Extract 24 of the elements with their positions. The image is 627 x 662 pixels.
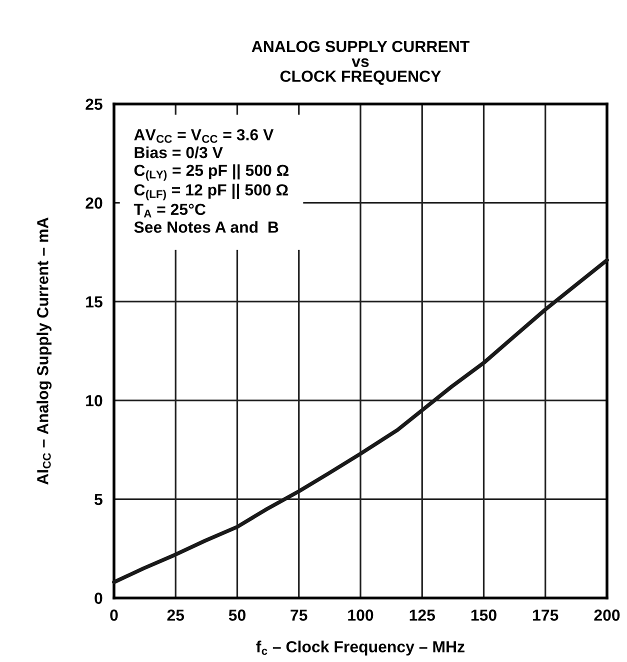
annotation: C$_{(LF)}$ = 12 pF || 500 Ω: [134, 184, 288, 200]
annotation: T$_{A}$ = 25°C: [134, 204, 206, 218]
annotation: See Notes A and B: [134, 221, 278, 233]
x-tick-label: 0: [110, 610, 118, 621]
annotation: Bias = 0/3 V: [134, 146, 223, 158]
x-tick-label: 200: [594, 610, 620, 621]
y-tick-label: 25: [86, 98, 102, 110]
x-tick-label: 175: [533, 610, 558, 621]
y-tick-label: 0: [94, 592, 102, 604]
y-tick-label: 15: [86, 296, 102, 308]
x-tick-label: 100: [348, 610, 374, 621]
x-tick-label: 150: [471, 610, 496, 621]
x-tick-label: 50: [228, 610, 246, 621]
chart-title: ANALOG SUPPLY CURRENT vs CLOCK FREQUENCY: [252, 40, 470, 85]
x-tick-label: 125: [410, 610, 436, 621]
y-tick-label: 20: [86, 197, 102, 209]
annotation: AV$_{CC}$ = V$_{CC}$ = 3.6 V: [134, 129, 274, 143]
y-tick-label: 10: [86, 395, 102, 406]
annotation: C$_{(LY)}$ = 25 pF || 500 Ω: [134, 164, 289, 181]
x-tick-label: 75: [290, 610, 308, 621]
x-tick-label: 25: [167, 610, 184, 621]
y-axis-title: AI$_{CC}$ – Analog Supply Current – mA: [36, 218, 52, 485]
x-axis-title: f$_{c}$ – Clock Frequency – MHz: [256, 640, 464, 656]
y-tick-label: 5: [94, 494, 102, 506]
